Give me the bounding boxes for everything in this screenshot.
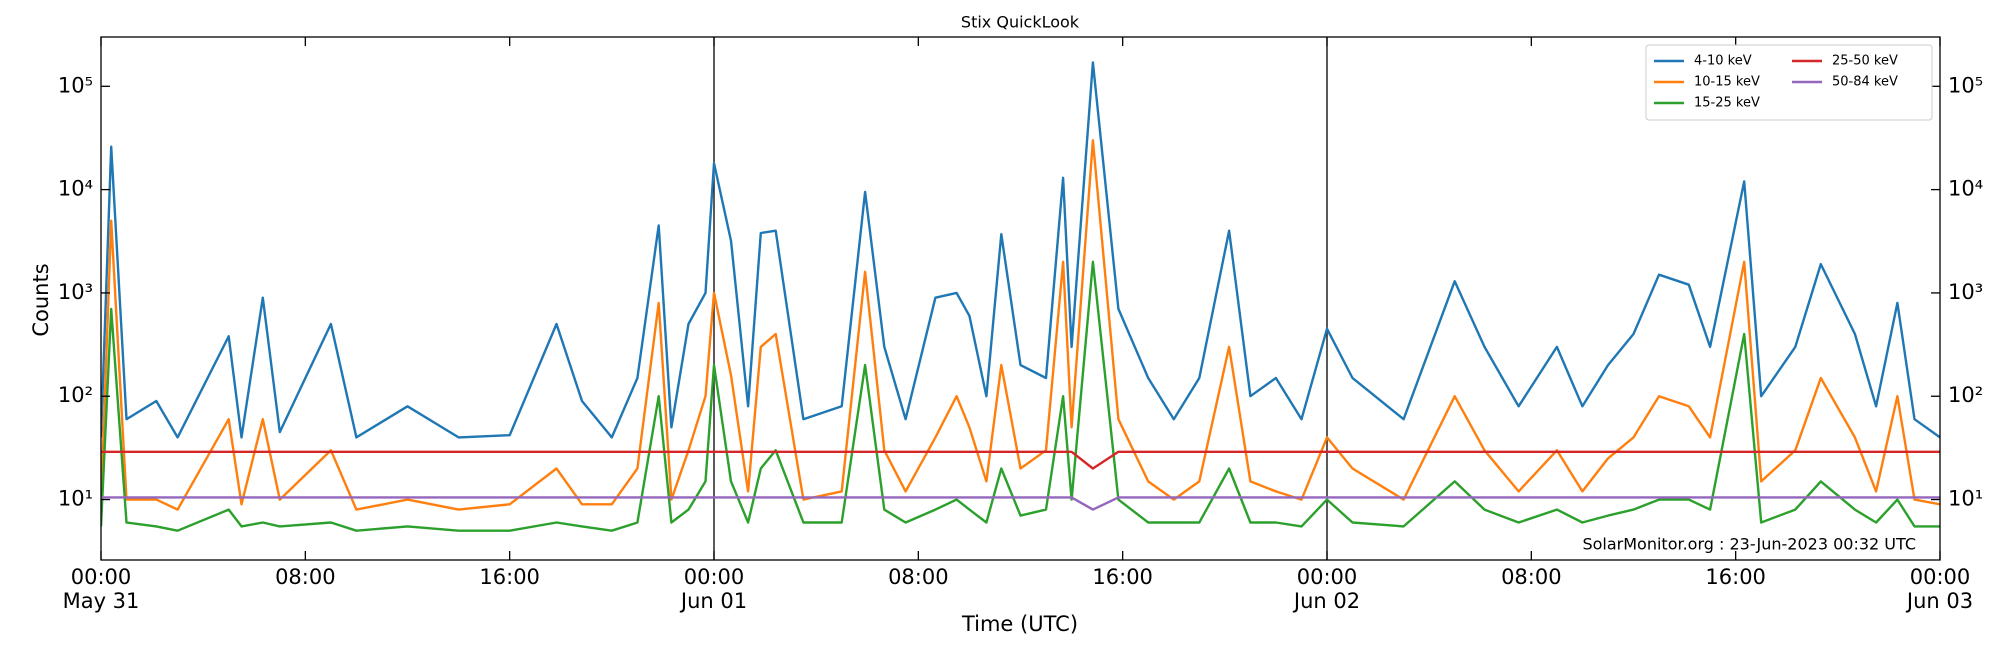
x-tick-label: 16:00 bbox=[1705, 565, 1766, 589]
series-line bbox=[101, 260, 1940, 532]
legend-label: 10-15 keV bbox=[1694, 75, 1760, 90]
y-tick-label-right: 10³ bbox=[1948, 280, 1983, 304]
x-tick-label: 16:00 bbox=[1092, 565, 1153, 589]
x-tick-label: 08:00 bbox=[1501, 565, 1562, 589]
x-tick-label: 00:00 bbox=[1910, 565, 1971, 589]
legend-label: 4-10 keV bbox=[1694, 54, 1752, 69]
legend-label: 15-25 keV bbox=[1694, 96, 1760, 111]
chart-title: Stix QuickLook bbox=[961, 13, 1080, 32]
plot-lines bbox=[101, 61, 1940, 532]
x-tick-label: 00:00 bbox=[684, 565, 745, 589]
y-tick-label-right: 10¹ bbox=[1948, 487, 1983, 511]
y-tick-label-right: 10² bbox=[1948, 383, 1983, 407]
y-tick-label-right: 10⁴ bbox=[1948, 177, 1983, 201]
x-tick-label: May 31 bbox=[63, 589, 140, 613]
series-line bbox=[101, 450, 1940, 470]
y-tick-label: 10⁵ bbox=[58, 73, 93, 97]
legend-label: 25-50 keV bbox=[1832, 54, 1898, 69]
x-tick-label: 00:00 bbox=[71, 565, 132, 589]
y-tick-label: 10² bbox=[58, 383, 93, 407]
y-tick-label-right: 10⁵ bbox=[1948, 73, 1983, 97]
series-line bbox=[101, 139, 1940, 511]
x-tick-label: Jun 02 bbox=[1292, 589, 1360, 613]
series-line bbox=[101, 496, 1940, 511]
annotation: SolarMonitor.org : 23-Jun-2023 00:32 UTC bbox=[1582, 535, 1916, 554]
x-tick-label: 08:00 bbox=[888, 565, 949, 589]
x-tick-label: 16:00 bbox=[479, 565, 540, 589]
series-line bbox=[101, 61, 1940, 439]
x-tick-label: Jun 01 bbox=[679, 589, 747, 613]
legend-box bbox=[1645, 44, 1933, 121]
legend-label: 50-84 keV bbox=[1832, 75, 1898, 90]
y-tick-label: 10³ bbox=[58, 280, 93, 304]
x-tick-label: 08:00 bbox=[275, 565, 336, 589]
y-axis-label: Counts bbox=[29, 263, 53, 336]
y-tick-label: 10¹ bbox=[58, 487, 93, 511]
y-tick-label: 10⁴ bbox=[58, 177, 93, 201]
x-tick-label: 00:00 bbox=[1297, 565, 1358, 589]
x-tick-label: Jun 03 bbox=[1905, 589, 1973, 613]
x-axis-label: Time (UTC) bbox=[961, 612, 1078, 636]
plot-frame bbox=[100, 36, 1941, 561]
